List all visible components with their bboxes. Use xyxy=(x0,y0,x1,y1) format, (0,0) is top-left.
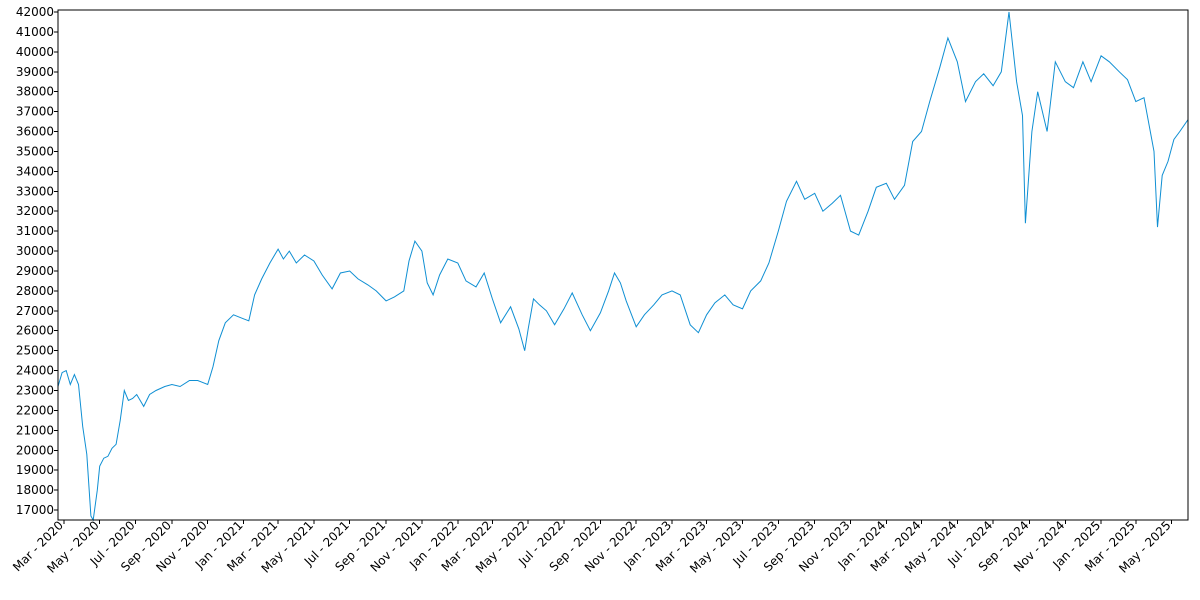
y-tick-label: 41000 xyxy=(16,25,54,39)
y-tick-label: 18000 xyxy=(16,483,54,497)
y-tick-label: 39000 xyxy=(16,65,54,79)
y-tick-label: 25000 xyxy=(16,344,54,358)
y-tick-label: 20000 xyxy=(16,443,54,457)
y-tick-label: 24000 xyxy=(16,364,54,378)
y-tick-label: 36000 xyxy=(16,125,54,139)
y-tick-label: 35000 xyxy=(16,144,54,158)
y-tick-label: 21000 xyxy=(16,423,54,437)
y-tick-label: 37000 xyxy=(16,105,54,119)
y-tick-label: 19000 xyxy=(16,463,54,477)
y-tick-label: 32000 xyxy=(16,204,54,218)
y-tick-label: 26000 xyxy=(16,324,54,338)
y-tick-label: 27000 xyxy=(16,304,54,318)
y-tick-label: 29000 xyxy=(16,264,54,278)
y-tick-label: 34000 xyxy=(16,164,54,178)
y-tick-label: 30000 xyxy=(16,244,54,258)
series-line xyxy=(57,11,1189,522)
y-tick-label: 17000 xyxy=(16,503,54,517)
y-tick-label: 28000 xyxy=(16,284,54,298)
y-tick-label: 40000 xyxy=(16,45,54,59)
y-tick-label: 22000 xyxy=(16,403,54,417)
plot-area xyxy=(57,11,1189,522)
y-tick-label: 31000 xyxy=(16,224,54,238)
y-tick-label: 38000 xyxy=(16,85,54,99)
y-tick-label: 23000 xyxy=(16,384,54,398)
y-tick-label: 33000 xyxy=(16,184,54,198)
y-tick-label: 42000 xyxy=(16,5,54,19)
plot-frame xyxy=(57,9,1189,521)
y-axis: 17000 18000 19000 20000 21000 22000 23000 24000… xyxy=(16,5,58,517)
